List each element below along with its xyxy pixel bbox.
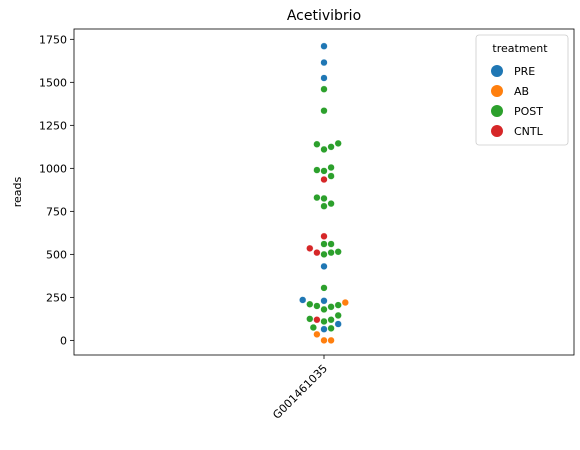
point-pre <box>299 297 306 304</box>
point-pre <box>321 326 328 333</box>
point-post <box>328 143 335 150</box>
point-post <box>328 303 335 310</box>
point-pre <box>321 75 328 82</box>
legend-label-pre: PRE <box>514 65 535 78</box>
point-post <box>328 241 335 248</box>
point-ab <box>314 331 321 338</box>
point-post <box>321 146 328 153</box>
point-post <box>310 324 317 331</box>
point-post <box>321 203 328 210</box>
point-post <box>328 200 335 207</box>
x-tick-label: G001461035 <box>270 362 330 422</box>
y-tick-label: 1250 <box>39 119 67 132</box>
point-post <box>321 168 328 175</box>
point-post <box>328 164 335 171</box>
point-post <box>335 302 342 309</box>
point-post <box>314 194 321 201</box>
point-cntl <box>306 245 313 252</box>
point-post <box>321 318 328 325</box>
y-tick-label: 1000 <box>39 162 67 175</box>
point-cntl <box>314 249 321 256</box>
point-post <box>321 107 328 114</box>
point-post <box>328 173 335 180</box>
point-post <box>321 86 328 93</box>
legend-marker-pre <box>491 65 503 77</box>
point-post <box>321 195 328 202</box>
legend-label-ab: AB <box>514 85 529 98</box>
point-post <box>314 141 321 148</box>
point-pre <box>321 263 328 270</box>
legend-label-cntl: CNTL <box>514 125 544 138</box>
point-post <box>306 301 313 308</box>
legend-label-post: POST <box>514 105 543 118</box>
point-ab <box>328 337 335 344</box>
point-post <box>306 315 313 322</box>
x-axis: G001461035 <box>270 355 330 422</box>
y-tick-label: 1750 <box>39 33 67 46</box>
point-pre <box>321 43 328 50</box>
point-pre <box>335 321 342 328</box>
point-post <box>328 316 335 323</box>
legend-marker-cntl <box>491 125 503 137</box>
legend-marker-post <box>491 105 503 117</box>
point-post <box>335 248 342 255</box>
point-ab <box>321 337 328 344</box>
point-post <box>321 285 328 292</box>
point-pre <box>321 59 328 66</box>
point-post <box>335 312 342 319</box>
point-ab <box>342 299 349 306</box>
swarm-points <box>299 43 348 344</box>
point-post <box>321 306 328 313</box>
point-post <box>321 241 328 248</box>
point-post <box>335 140 342 147</box>
point-post <box>321 251 328 258</box>
y-tick-label: 500 <box>46 248 67 261</box>
point-cntl <box>321 233 328 240</box>
y-tick-label: 750 <box>46 205 67 218</box>
legend: treatment PRE AB POST CNTL <box>476 35 568 145</box>
y-tick-label: 250 <box>46 291 67 304</box>
point-post <box>314 303 321 310</box>
point-post <box>314 167 321 174</box>
chart-title: Acetivibrio <box>287 8 361 24</box>
point-cntl <box>321 176 328 183</box>
y-axis-label: reads <box>11 176 24 207</box>
point-post <box>328 249 335 256</box>
point-cntl <box>314 316 321 323</box>
point-post <box>328 325 335 332</box>
y-tick-label: 1500 <box>39 76 67 89</box>
point-pre <box>321 297 328 304</box>
y-tick-label: 0 <box>60 334 67 347</box>
legend-title: treatment <box>492 42 548 55</box>
legend-marker-ab <box>491 85 503 97</box>
y-axis: 0 250 500 750 1000 1250 1500 1750 <box>39 33 74 347</box>
